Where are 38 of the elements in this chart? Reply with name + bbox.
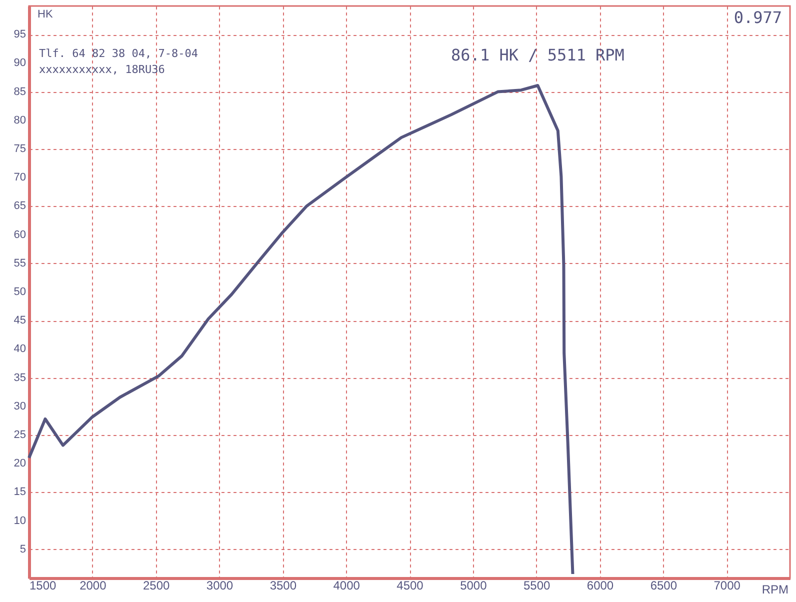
y-tick-label: 45 xyxy=(14,314,26,327)
x-tick-label: 6000 xyxy=(586,578,614,592)
y-tick-label: 60 xyxy=(14,228,26,241)
y-tick-label: 15 xyxy=(14,486,26,498)
y-tick-label: 35 xyxy=(14,372,26,384)
y-tick-label: 70 xyxy=(14,172,26,184)
annotation: 0.977 xyxy=(734,8,782,27)
x-tick-label: 3000 xyxy=(206,578,234,592)
y-tick-label: 80 xyxy=(14,114,26,126)
y-tick-label: 25 xyxy=(14,429,26,441)
y-axis-title: HK xyxy=(38,8,54,20)
x-axis-title: RPM xyxy=(762,582,788,596)
y-tick-label: 65 xyxy=(14,200,26,212)
x-tick-label: 2500 xyxy=(142,578,170,592)
y-tick-label: 20 xyxy=(14,458,26,470)
annotation: 86.1 HK / 5511 RPM xyxy=(451,46,624,65)
x-tick-label: 6500 xyxy=(650,578,678,592)
x-tick-label: 2000 xyxy=(80,578,107,592)
y-tick-label: 10 xyxy=(14,514,26,527)
x-tick-label: 4000 xyxy=(333,578,360,592)
y-tick-label: 40 xyxy=(14,343,26,356)
x-tick-label: 5000 xyxy=(460,578,488,592)
y-tick-label: 5 xyxy=(20,543,26,556)
x-tick-label: 3500 xyxy=(270,578,297,592)
y-tick-label: 90 xyxy=(14,57,26,70)
x-tick-label: 1500 xyxy=(30,578,57,592)
y-tick-label: 30 xyxy=(14,400,26,412)
x-tick-label: 7000 xyxy=(714,578,741,592)
annotation: xxxxxxxxxxx, 18RU36 xyxy=(39,63,165,76)
y-tick-label: 55 xyxy=(14,257,26,270)
annotation: Tlf. 64 82 38 04, 7-8-04 xyxy=(39,47,198,60)
y-tick-label: 50 xyxy=(14,286,26,298)
line-series xyxy=(28,84,574,576)
x-tick-label: 5500 xyxy=(523,578,551,592)
y-tick-label: 75 xyxy=(14,143,26,155)
x-tick-label: 4500 xyxy=(396,578,424,592)
y-tick-label: 95 xyxy=(14,28,26,41)
y-tick-label: 85 xyxy=(14,86,26,98)
